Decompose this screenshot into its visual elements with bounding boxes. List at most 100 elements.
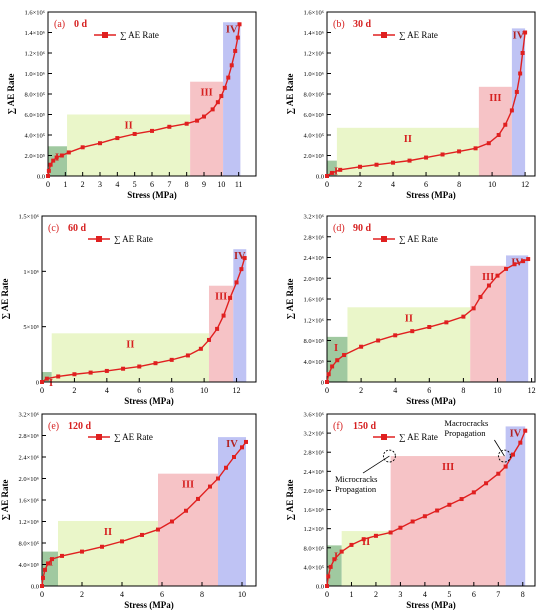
x-tick-label: 7: [496, 590, 500, 599]
data-point: [233, 48, 238, 53]
stage-label: I: [334, 343, 338, 354]
y-tick-label: 8.0×10⁵: [303, 92, 324, 99]
y-tick-label: 0.0: [316, 584, 324, 591]
y-tick-label: 1×10⁶: [23, 269, 39, 276]
data-point: [169, 357, 174, 362]
data-point: [100, 544, 104, 549]
x-axis-title: Stress (MPa): [124, 600, 174, 610]
y-tick-label: 1.6×10⁶: [303, 297, 324, 304]
data-point: [54, 155, 59, 160]
data-point: [478, 294, 483, 299]
data-point: [504, 266, 509, 271]
data-point: [503, 464, 508, 469]
stage-region-III: [190, 81, 224, 176]
data-point: [41, 575, 45, 580]
x-tick-label: 4: [120, 590, 124, 599]
legend-marker: [102, 32, 108, 38]
ae-rate-series-line: [326, 430, 526, 587]
data-point: [376, 338, 381, 343]
x-tick-label: 12: [521, 180, 529, 189]
x-tick-label: 0: [325, 590, 329, 599]
data-point: [486, 283, 491, 288]
data-point: [440, 152, 445, 157]
x-tick-label: 0: [325, 386, 329, 395]
y-tick-label: 4.0×10⁵: [24, 133, 45, 140]
data-point: [51, 158, 56, 163]
plot-frame: [41, 215, 257, 383]
data-point: [88, 370, 93, 375]
data-point: [215, 100, 220, 105]
y-tick-label: 2.0×10⁵: [303, 153, 324, 160]
x-tick-label: 8: [200, 590, 204, 599]
data-point: [237, 22, 242, 27]
annotation-leader: [362, 455, 390, 474]
stage-label: II: [362, 537, 370, 548]
data-point: [407, 158, 412, 163]
data-point: [120, 539, 124, 544]
x-tick-label: 1: [349, 590, 353, 599]
x-tick-label: 1: [63, 180, 67, 189]
data-point: [72, 372, 77, 377]
panel-tag: (c): [48, 223, 59, 234]
data-point: [215, 326, 220, 331]
y-tick-label: 4.0×10⁵: [18, 562, 39, 569]
data-point: [335, 358, 340, 363]
y-tick-label: 1.4×10⁶: [303, 30, 324, 37]
stage-region-IV: [223, 22, 241, 176]
x-tick-label: 4: [423, 590, 427, 599]
data-point: [471, 306, 476, 311]
y-tick-label: 3.2×10⁶: [303, 214, 324, 221]
data-point: [518, 71, 523, 76]
chart-panel-1: IIIIIIIV012345678910110.02.0×10⁵4.0×10⁵6…: [6, 10, 257, 200]
data-point: [523, 428, 528, 433]
data-point: [226, 75, 231, 80]
x-tick-label: 8: [457, 180, 461, 189]
x-tick-label: 2: [359, 386, 363, 395]
data-point: [495, 273, 500, 278]
stage-label: II: [104, 527, 112, 538]
data-point: [339, 549, 344, 554]
data-point: [170, 519, 174, 524]
data-point: [140, 532, 144, 537]
data-point: [373, 533, 378, 538]
y-tick-label: 8.0×10⁵: [24, 92, 45, 99]
stage-label: III: [489, 93, 501, 104]
y-tick-label: 1.0×10⁶: [24, 71, 45, 78]
x-tick-label: 3: [98, 180, 102, 189]
data-point: [44, 376, 49, 381]
y-tick-label: 6.0×10⁵: [24, 112, 45, 119]
x-tick-label: 8: [461, 386, 465, 395]
stage-label: IV: [510, 428, 522, 439]
data-point: [391, 160, 396, 165]
data-point: [410, 329, 415, 334]
x-tick-label: 0: [40, 386, 44, 395]
x-axis-title: Stress (MPa): [406, 190, 456, 200]
crack-marker-circle: [382, 449, 396, 463]
y-tick-label: 1.4×10⁶: [24, 30, 45, 37]
data-point: [496, 133, 501, 137]
data-point: [326, 574, 331, 579]
legend-marker: [381, 32, 387, 38]
annotation-text: Macrocracks: [444, 418, 488, 428]
data-point: [471, 490, 476, 495]
x-tick-label: 6: [472, 590, 476, 599]
data-point: [234, 280, 239, 285]
y-tick-label: 0.0: [316, 174, 324, 181]
y-tick-label: 3.2×10⁶: [303, 431, 324, 438]
y-tick-label: 1.2×10⁶: [303, 526, 324, 533]
data-point: [244, 439, 248, 444]
y-tick-label: 2.0×10⁶: [18, 476, 39, 483]
data-point: [447, 502, 452, 507]
y-tick-label: 3.2×10⁶: [18, 412, 39, 419]
data-point: [115, 136, 120, 141]
y-axis-title: ∑ AE Rate: [0, 480, 10, 521]
stage-label: III: [442, 462, 454, 473]
x-tick-label: 4: [105, 386, 109, 395]
stage-label: III: [482, 272, 494, 283]
data-point: [332, 557, 337, 562]
annotation-text: Microcracks: [335, 474, 377, 484]
y-tick-label: 1.2×10⁶: [303, 317, 324, 324]
data-point: [518, 440, 523, 445]
stage-label: IV: [234, 251, 246, 262]
